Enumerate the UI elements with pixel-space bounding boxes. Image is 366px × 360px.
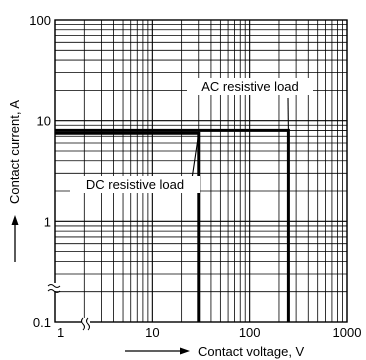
y-tick-label: 100 bbox=[29, 13, 51, 28]
y-tick-label: 0.1 bbox=[33, 315, 51, 330]
y-axis-break-mark bbox=[47, 284, 61, 288]
x-axis-label: Contact voltage, V bbox=[198, 344, 305, 359]
annotation-label-background bbox=[187, 78, 313, 95]
y-axis-label: Contact current, A bbox=[7, 100, 22, 204]
series-line-dc-resistive-load bbox=[55, 131, 201, 322]
y-axis-arrow-head bbox=[11, 215, 19, 225]
x-axis-break-mark bbox=[86, 317, 90, 331]
x-axis-break-mark bbox=[81, 317, 85, 331]
chart-tick-labels: 1 10 100 1000 0.1 1 10 100 bbox=[29, 13, 361, 340]
x-tick-label: 10 bbox=[145, 325, 159, 340]
y-axis-break-mark bbox=[47, 289, 61, 293]
x-tick-label: 1 bbox=[57, 325, 64, 340]
y-tick-label: 10 bbox=[37, 114, 51, 129]
axis-break-marks bbox=[47, 283, 90, 331]
y-axis-label-group: Contact current, A bbox=[7, 100, 22, 262]
annotation-label-background bbox=[70, 176, 200, 193]
chart-grid bbox=[54, 19, 348, 323]
plot-frame bbox=[54, 19, 348, 323]
y-axis-break-gap bbox=[49, 283, 59, 291]
y-tick-label: 1 bbox=[44, 214, 51, 229]
annotation-dc-resistive-load: DC resistive load bbox=[86, 177, 184, 192]
x-axis-arrow-head bbox=[180, 347, 190, 355]
x-axis-break-gap bbox=[82, 318, 90, 328]
chart-annotations: AC resistive load DC resistive load bbox=[70, 78, 313, 193]
x-tick-label: 1000 bbox=[333, 325, 362, 340]
annotation-ac-resistive-load: AC resistive load bbox=[201, 79, 299, 94]
x-tick-label: 100 bbox=[239, 325, 261, 340]
annotation-leader-line bbox=[191, 133, 200, 180]
x-axis-label-group: Contact voltage, V bbox=[125, 344, 305, 359]
